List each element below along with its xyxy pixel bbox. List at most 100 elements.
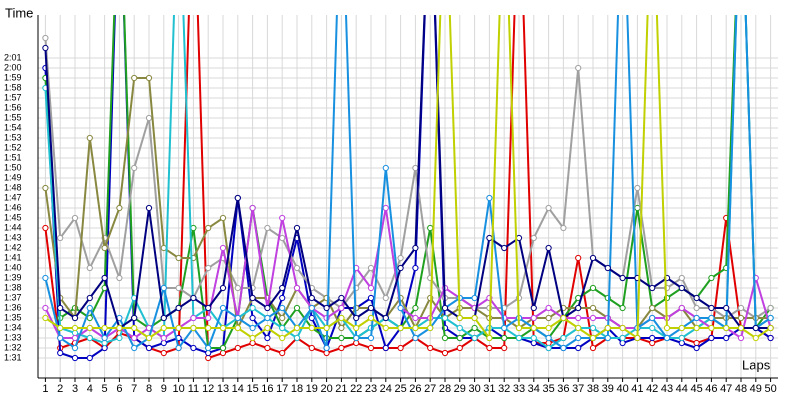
y-tick-label: 1:51 xyxy=(4,152,22,162)
point-marker xyxy=(101,244,108,252)
point-marker xyxy=(486,344,493,352)
y-tick-label: 1:44 xyxy=(4,222,22,232)
point-marker xyxy=(323,349,330,357)
y-tick-label: 1:48 xyxy=(4,182,22,192)
x-tick-label: 10 xyxy=(172,383,184,395)
point-marker xyxy=(234,194,241,202)
point-marker xyxy=(767,314,774,322)
point-marker xyxy=(367,304,375,312)
point-marker xyxy=(501,244,508,252)
point-marker xyxy=(441,314,449,322)
point-marker xyxy=(101,324,108,332)
x-tick-label: 9 xyxy=(161,383,167,395)
point-marker xyxy=(190,314,197,322)
y-tick-label: 1:55 xyxy=(4,112,22,122)
point-marker xyxy=(486,234,493,242)
point-marker xyxy=(249,204,256,212)
point-marker xyxy=(160,339,167,347)
y-tick-label: 1:32 xyxy=(4,342,22,352)
x-tick-label: 35 xyxy=(542,383,554,395)
point-marker xyxy=(86,134,93,142)
point-marker xyxy=(353,334,360,342)
point-marker xyxy=(367,334,375,342)
point-marker xyxy=(723,324,730,332)
x-tick-label: 20 xyxy=(320,383,332,395)
point-marker xyxy=(249,294,256,302)
x-tick-label: 33 xyxy=(513,383,525,395)
point-marker xyxy=(293,264,301,272)
point-marker xyxy=(234,314,241,322)
point-marker xyxy=(86,264,93,272)
point-marker xyxy=(338,314,345,322)
x-tick-label: 46 xyxy=(705,383,717,395)
x-tick-label: 39 xyxy=(602,383,614,395)
point-marker xyxy=(678,284,685,292)
point-marker xyxy=(530,339,537,347)
point-marker xyxy=(471,294,478,302)
point-marker xyxy=(338,294,345,302)
point-marker xyxy=(249,304,256,312)
point-marker xyxy=(323,344,330,352)
x-tick-label: 44 xyxy=(676,383,688,395)
point-marker xyxy=(175,324,182,332)
point-marker xyxy=(219,214,227,222)
point-marker xyxy=(752,324,759,332)
point-marker xyxy=(308,324,315,332)
point-marker xyxy=(367,314,375,322)
point-marker xyxy=(145,334,153,342)
point-marker xyxy=(279,314,286,322)
point-marker xyxy=(42,274,49,282)
x-tick-label: 25 xyxy=(394,383,406,395)
x-tick-label: 5 xyxy=(102,383,108,395)
point-marker xyxy=(71,354,79,362)
point-marker xyxy=(382,344,389,352)
point-marker xyxy=(456,344,463,352)
point-marker xyxy=(145,344,153,352)
point-marker xyxy=(353,339,360,347)
point-marker xyxy=(219,284,227,292)
point-marker xyxy=(397,324,404,332)
point-marker xyxy=(86,314,93,322)
point-marker xyxy=(471,334,478,342)
point-marker xyxy=(441,349,449,357)
point-marker xyxy=(397,344,404,352)
point-marker xyxy=(264,314,271,322)
x-tick-label: 21 xyxy=(335,383,347,395)
point-marker xyxy=(131,334,138,342)
point-marker xyxy=(131,324,138,332)
point-marker xyxy=(545,324,552,332)
point-marker xyxy=(649,324,656,332)
point-marker xyxy=(619,339,626,347)
point-marker xyxy=(619,304,626,312)
point-marker xyxy=(42,224,49,232)
point-marker xyxy=(205,354,212,362)
point-marker xyxy=(338,304,345,312)
point-marker xyxy=(530,304,537,312)
point-marker xyxy=(279,234,286,242)
point-marker xyxy=(101,339,108,347)
y-tick-label: 1:57 xyxy=(4,92,22,102)
point-marker xyxy=(427,224,434,232)
point-marker xyxy=(71,334,79,342)
point-marker xyxy=(515,234,523,242)
point-marker xyxy=(42,304,49,312)
point-marker xyxy=(367,344,375,352)
point-marker xyxy=(249,334,256,342)
point-marker xyxy=(323,324,330,332)
x-tick-label: 32 xyxy=(498,383,510,395)
x-tick-label: 37 xyxy=(572,383,584,395)
point-marker xyxy=(264,334,271,342)
point-marker xyxy=(619,274,626,282)
point-marker xyxy=(767,304,774,312)
x-tick-label: 47 xyxy=(720,383,732,395)
point-marker xyxy=(42,34,49,42)
y-tick-label: 1:34 xyxy=(4,322,22,332)
point-marker xyxy=(530,324,537,332)
point-marker xyxy=(708,324,715,332)
point-marker xyxy=(501,324,508,332)
point-marker xyxy=(678,274,685,282)
point-marker xyxy=(649,314,656,322)
point-marker xyxy=(560,334,567,342)
point-marker xyxy=(57,234,64,242)
point-marker xyxy=(693,344,700,352)
